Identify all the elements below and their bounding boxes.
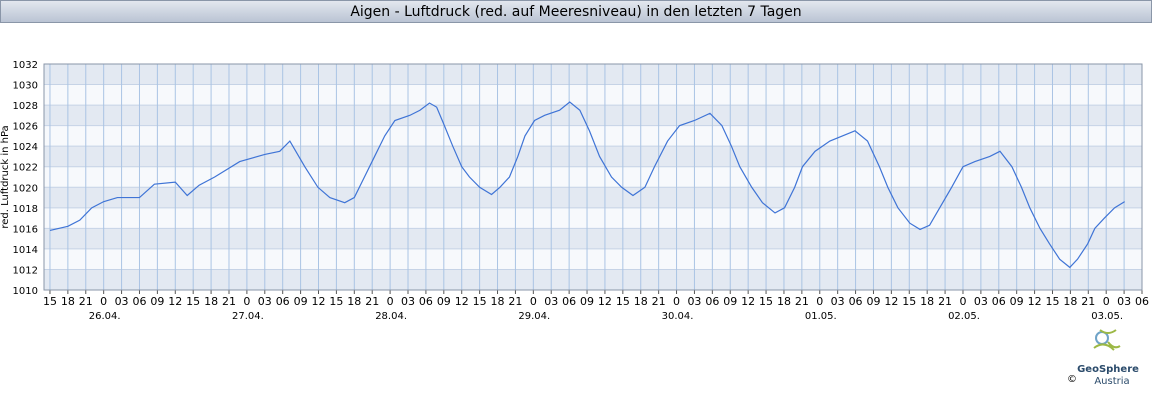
y-tick-label: 1018 bbox=[13, 204, 38, 215]
x-tick-label: 12 bbox=[168, 295, 182, 308]
x-tick-label: 03 bbox=[544, 295, 558, 308]
x-tick-label: 12 bbox=[312, 295, 326, 308]
y-tick-label: 1022 bbox=[13, 163, 38, 174]
chart-title: Aigen - Luftdruck (red. auf Meeresniveau… bbox=[350, 4, 801, 20]
line bbox=[49, 101, 1126, 269]
x-tick-label: 03 bbox=[115, 295, 129, 308]
x-tick-label: 18 bbox=[1063, 295, 1077, 308]
y-tick-label: 1020 bbox=[13, 183, 38, 194]
x-tick-label: 18 bbox=[61, 295, 75, 308]
plot-border bbox=[43, 63, 1143, 291]
x-tick-label: 15 bbox=[473, 295, 487, 308]
x-tick-label: 21 bbox=[222, 295, 236, 308]
x-tick-label: 21 bbox=[365, 295, 379, 308]
x-tick-label: 21 bbox=[508, 295, 522, 308]
x-tick-label: 15 bbox=[329, 295, 343, 308]
date-label: 02.05. bbox=[948, 311, 980, 322]
x-tick-label: 03 bbox=[687, 295, 701, 308]
plot-area bbox=[44, 64, 1142, 290]
x-tick-label: 15 bbox=[1045, 295, 1059, 308]
x-tick-label: 06 bbox=[276, 295, 290, 308]
x-tick-label: 12 bbox=[598, 295, 612, 308]
grid-band bbox=[44, 228, 1142, 249]
logo: GeoSphere Austria © bbox=[1067, 329, 1139, 387]
x-tick-label: 18 bbox=[777, 295, 791, 308]
x-tick-label: 12 bbox=[1028, 295, 1042, 308]
x-tick-label: 09 bbox=[150, 295, 164, 308]
grid-band bbox=[44, 64, 1142, 85]
logo-name: GeoSphere bbox=[1077, 364, 1139, 375]
y-tick-label: 1032 bbox=[13, 60, 38, 71]
x-tick-label: 15 bbox=[616, 295, 630, 308]
x-tick-label: 03 bbox=[1117, 295, 1131, 308]
x-tick-label: 21 bbox=[79, 295, 93, 308]
x-tick-label: 09 bbox=[866, 295, 880, 308]
y-tick-label: 1012 bbox=[13, 265, 38, 276]
x-tick-label: 21 bbox=[795, 295, 809, 308]
x-tick-label: 09 bbox=[723, 295, 737, 308]
date-label: 26.04. bbox=[89, 311, 121, 322]
y-tick-label: 1028 bbox=[13, 101, 38, 112]
date-label: 29.04. bbox=[518, 311, 550, 322]
x-tick-label: 21 bbox=[1081, 295, 1095, 308]
x-tick-label: 06 bbox=[705, 295, 719, 308]
logo-sub: Austria bbox=[1094, 376, 1129, 387]
x-tick-label: 15 bbox=[43, 295, 57, 308]
x-tick-label: 0 bbox=[1103, 295, 1110, 308]
copyright: © bbox=[1067, 374, 1077, 385]
y-tick-label: 1010 bbox=[13, 286, 38, 297]
x-tick-label: 06 bbox=[849, 295, 863, 308]
grid-band bbox=[44, 146, 1142, 167]
x-tick-label: 21 bbox=[938, 295, 952, 308]
x-tick-label: 06 bbox=[419, 295, 433, 308]
y-tick-label: 1014 bbox=[13, 245, 38, 256]
x-tick-label: 09 bbox=[580, 295, 594, 308]
x-tick-label: 15 bbox=[902, 295, 916, 308]
y-tick-label: 1024 bbox=[13, 142, 38, 153]
x-tick-label: 18 bbox=[204, 295, 218, 308]
y-tick-label: 1026 bbox=[13, 122, 38, 133]
x-tick-label: 06 bbox=[992, 295, 1006, 308]
x-tick-label: 15 bbox=[186, 295, 200, 308]
x-tick-label: 12 bbox=[455, 295, 469, 308]
date-label: 30.04. bbox=[662, 311, 694, 322]
y-axis-label: red. Luftdruck in hPa bbox=[0, 125, 11, 228]
x-tick-label: 0 bbox=[816, 295, 823, 308]
date-label: 27.04. bbox=[232, 311, 264, 322]
date-label: 28.04. bbox=[375, 311, 407, 322]
x-tick-label: 18 bbox=[491, 295, 505, 308]
x-tick-label: 03 bbox=[258, 295, 272, 308]
y-tick-label: 1016 bbox=[13, 224, 38, 235]
x-tick-label: 15 bbox=[759, 295, 773, 308]
x-tick-label: 09 bbox=[294, 295, 308, 308]
grid-band bbox=[44, 105, 1142, 126]
x-tick-label: 0 bbox=[387, 295, 394, 308]
x-tick-label: 09 bbox=[437, 295, 451, 308]
x-tick-label: 06 bbox=[132, 295, 146, 308]
grid-band bbox=[44, 187, 1142, 208]
x-tick-label: 18 bbox=[634, 295, 648, 308]
x-tick-label: 12 bbox=[741, 295, 755, 308]
x-tick-label: 03 bbox=[831, 295, 845, 308]
x-tick-label: 21 bbox=[652, 295, 666, 308]
date-label: 01.05. bbox=[805, 311, 837, 322]
x-tick-label: 12 bbox=[884, 295, 898, 308]
x-tick-label: 09 bbox=[1010, 295, 1024, 308]
x-tick-label: 18 bbox=[347, 295, 361, 308]
y-tick-label: 1030 bbox=[13, 81, 38, 92]
x-tick-label: 0 bbox=[243, 295, 250, 308]
x-tick-label: 06 bbox=[1135, 295, 1149, 308]
x-tick-label: 06 bbox=[562, 295, 576, 308]
x-tick-label: 18 bbox=[920, 295, 934, 308]
x-tick-label: 03 bbox=[974, 295, 988, 308]
x-tick-label: 0 bbox=[100, 295, 107, 308]
x-tick-label: 0 bbox=[959, 295, 966, 308]
grid-band bbox=[44, 269, 1142, 290]
x-tick-label: 0 bbox=[673, 295, 680, 308]
date-label: 03.05. bbox=[1091, 311, 1123, 322]
x-tick-label: 0 bbox=[530, 295, 537, 308]
x-tick-label: 03 bbox=[401, 295, 415, 308]
